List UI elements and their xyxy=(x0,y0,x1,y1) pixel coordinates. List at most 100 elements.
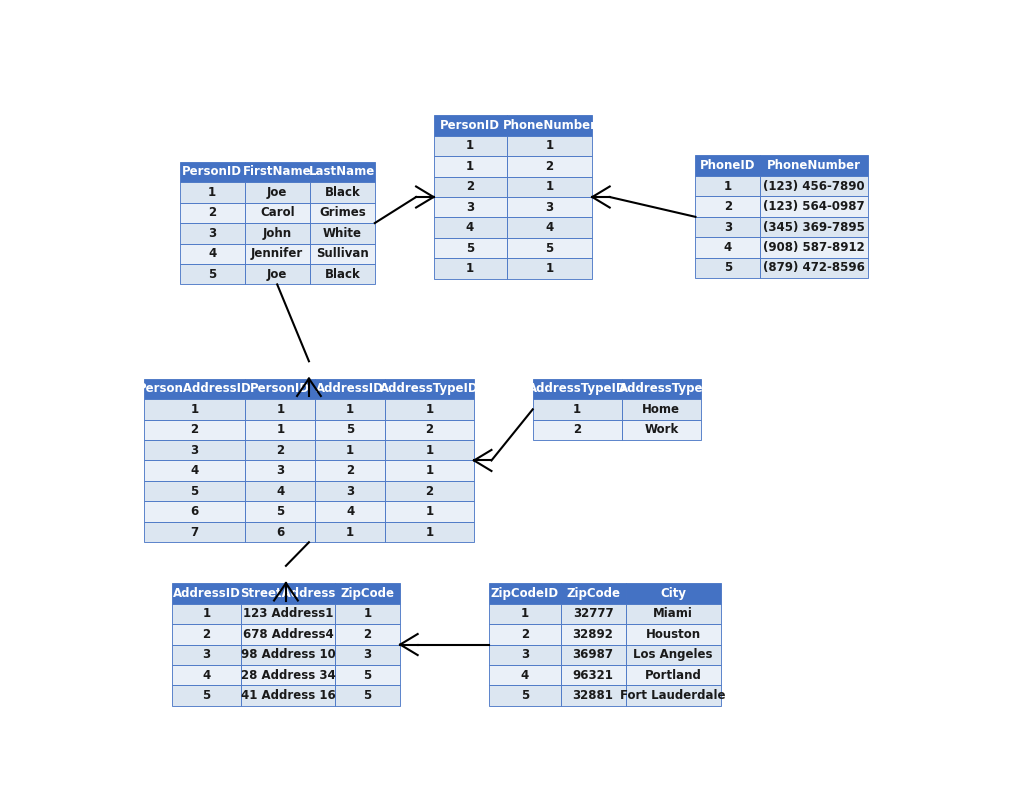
Bar xyxy=(626,665,721,686)
Bar xyxy=(246,378,315,399)
Bar xyxy=(245,162,309,182)
Text: StreetAddress: StreetAddress xyxy=(241,587,336,600)
Bar xyxy=(385,440,474,460)
Bar xyxy=(143,522,246,543)
Text: 1: 1 xyxy=(364,607,372,621)
Bar xyxy=(695,258,761,279)
Bar xyxy=(309,162,375,182)
Bar xyxy=(143,481,246,502)
Bar xyxy=(245,223,309,243)
Text: 4: 4 xyxy=(724,241,732,254)
Bar xyxy=(143,419,246,440)
Text: 678 Address4: 678 Address4 xyxy=(243,628,334,641)
Bar xyxy=(315,481,385,502)
Bar xyxy=(560,583,626,604)
Text: AddressTypeID: AddressTypeID xyxy=(380,382,479,395)
Bar xyxy=(315,502,385,522)
Bar xyxy=(695,155,761,176)
Bar xyxy=(242,583,335,604)
Text: 28 Address 34: 28 Address 34 xyxy=(241,669,336,682)
Text: 5: 5 xyxy=(545,242,554,254)
Text: 2: 2 xyxy=(426,423,433,436)
Text: 5: 5 xyxy=(276,505,285,518)
Bar xyxy=(309,203,375,223)
Text: Jennifer: Jennifer xyxy=(251,247,303,260)
Bar xyxy=(560,604,626,624)
Bar xyxy=(335,645,400,665)
Text: (345) 369-7895: (345) 369-7895 xyxy=(763,221,865,233)
Bar xyxy=(315,378,385,399)
Text: (123) 564-0987: (123) 564-0987 xyxy=(763,200,865,213)
Bar xyxy=(315,460,385,481)
Bar xyxy=(335,686,400,706)
Bar xyxy=(532,419,622,440)
Text: 1: 1 xyxy=(426,464,433,477)
Text: 6: 6 xyxy=(190,505,199,518)
Text: 7: 7 xyxy=(190,526,199,539)
Text: 3: 3 xyxy=(546,200,553,214)
Bar xyxy=(143,399,246,419)
Bar xyxy=(622,378,701,399)
Text: 41 Address 16: 41 Address 16 xyxy=(241,689,336,702)
Text: 1: 1 xyxy=(426,444,433,456)
Text: (123) 456-7890: (123) 456-7890 xyxy=(763,180,865,192)
Text: 2: 2 xyxy=(466,180,474,193)
Text: Miami: Miami xyxy=(653,607,693,621)
Text: PersonID: PersonID xyxy=(251,382,310,395)
Text: 3: 3 xyxy=(208,227,216,240)
Bar xyxy=(246,522,315,543)
Bar xyxy=(622,419,701,440)
Text: 1: 1 xyxy=(573,402,582,416)
Bar xyxy=(622,399,701,419)
Text: 1: 1 xyxy=(346,526,354,539)
Text: 1: 1 xyxy=(466,139,474,152)
Bar xyxy=(315,522,385,543)
Bar xyxy=(179,264,245,284)
Text: 2: 2 xyxy=(208,206,216,219)
Bar xyxy=(626,624,721,645)
Bar xyxy=(433,115,507,136)
Bar xyxy=(245,243,309,264)
Text: 5: 5 xyxy=(724,262,732,275)
Text: Joe: Joe xyxy=(267,186,288,199)
Bar xyxy=(246,502,315,522)
Bar xyxy=(626,645,721,665)
Text: 96321: 96321 xyxy=(572,669,613,682)
Text: ZipCode: ZipCode xyxy=(566,587,621,600)
Text: 1: 1 xyxy=(276,423,285,436)
Text: 32881: 32881 xyxy=(572,689,613,702)
Bar xyxy=(507,258,592,279)
Bar xyxy=(335,604,400,624)
Bar xyxy=(242,665,335,686)
Text: 3: 3 xyxy=(276,464,285,477)
Bar xyxy=(385,419,474,440)
Text: Joe: Joe xyxy=(267,268,288,281)
Text: PhoneNumber: PhoneNumber xyxy=(767,159,861,172)
Text: Black: Black xyxy=(325,268,360,281)
Bar xyxy=(143,440,246,460)
Text: 1: 1 xyxy=(190,402,199,416)
Bar xyxy=(335,583,400,604)
Bar xyxy=(309,264,375,284)
Bar xyxy=(245,182,309,203)
Text: 5: 5 xyxy=(364,669,372,682)
Bar xyxy=(695,196,761,217)
Text: 3: 3 xyxy=(724,221,732,233)
Text: 3: 3 xyxy=(364,648,372,661)
Text: AddressID: AddressID xyxy=(316,382,384,395)
Bar xyxy=(507,156,592,176)
Text: 1: 1 xyxy=(346,444,354,456)
Bar xyxy=(242,645,335,665)
Text: PersonAddressID: PersonAddressID xyxy=(138,382,252,395)
Bar xyxy=(172,645,242,665)
Bar xyxy=(532,399,622,419)
Text: 5: 5 xyxy=(190,485,199,497)
Bar xyxy=(172,604,242,624)
Text: 1: 1 xyxy=(208,186,216,199)
Text: 4: 4 xyxy=(203,669,211,682)
Text: Los Angeles: Los Angeles xyxy=(634,648,713,661)
Bar xyxy=(560,624,626,645)
Text: 6: 6 xyxy=(276,526,285,539)
Text: 1: 1 xyxy=(426,402,433,416)
Bar xyxy=(143,460,246,481)
